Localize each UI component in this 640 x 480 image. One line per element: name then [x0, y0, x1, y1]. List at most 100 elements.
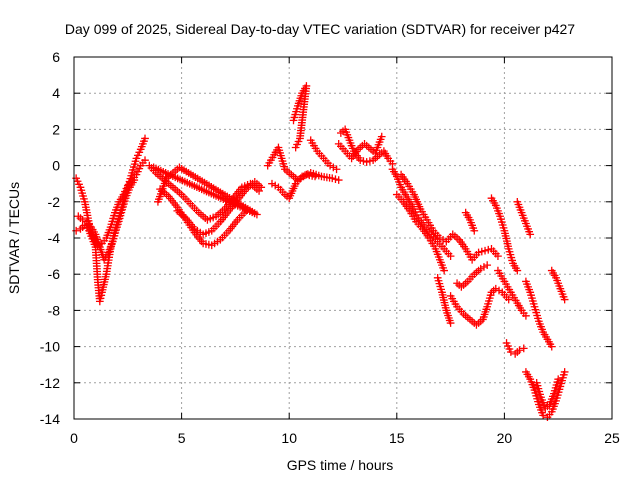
data-point — [120, 197, 129, 205]
data-point — [80, 195, 88, 203]
data-point — [109, 234, 118, 243]
data-point — [477, 247, 486, 256]
data-point — [533, 394, 541, 403]
data-point — [110, 211, 118, 220]
data-point — [114, 217, 123, 226]
data-point — [550, 386, 559, 395]
data-point — [515, 346, 524, 355]
y-axis-label: SDTVAR / TECUs — [6, 182, 22, 294]
data-point — [486, 291, 495, 300]
series-arc-l — [334, 132, 386, 163]
data-point — [532, 308, 541, 317]
series-arc-q — [433, 273, 455, 327]
data-point — [532, 391, 541, 400]
series-arc-u — [494, 266, 530, 320]
series-arc-h — [263, 143, 319, 184]
data-point — [141, 134, 149, 143]
data-points — [72, 82, 569, 422]
data-point — [73, 177, 82, 186]
data-point — [433, 273, 442, 282]
chart-title: Day 099 of 2025, Sidereal Day-to-day VTE… — [65, 21, 575, 37]
data-point — [553, 391, 562, 399]
data-point — [130, 176, 139, 184]
data-point — [554, 388, 563, 397]
data-point — [203, 216, 212, 224]
data-point — [78, 216, 87, 224]
data-point — [528, 294, 536, 302]
data-point — [534, 314, 542, 323]
x-tick-label: 15 — [389, 430, 405, 446]
data-point — [116, 211, 125, 220]
y-tick-label: -10 — [40, 339, 60, 355]
data-point — [554, 375, 563, 384]
data-point — [126, 174, 135, 183]
data-point — [290, 113, 299, 122]
data-point — [78, 189, 87, 197]
data-point — [115, 214, 124, 223]
data-point — [505, 247, 514, 256]
axis-ticks: 0 5 10 15 20 25 -14 -12 -10 -8 -6 -4 -2 0 2 4 6 — [40, 49, 620, 446]
data-point — [359, 157, 368, 165]
data-point — [127, 171, 136, 180]
data-point — [130, 160, 139, 169]
data-point — [481, 246, 489, 255]
data-point — [555, 385, 564, 394]
data-point — [293, 140, 301, 149]
series-arc-r — [453, 261, 492, 291]
data-point — [112, 226, 121, 234]
data-point — [356, 156, 365, 165]
data-point — [485, 294, 494, 302]
data-point — [110, 231, 119, 240]
data-point — [556, 382, 565, 391]
data-point — [474, 248, 483, 257]
grid — [74, 57, 612, 419]
data-point — [294, 137, 303, 146]
data-point — [377, 132, 386, 141]
data-point — [532, 378, 541, 387]
data-point — [113, 223, 121, 231]
data-point — [95, 297, 104, 306]
data-point — [77, 186, 86, 195]
data-point — [76, 183, 85, 192]
data-point — [535, 387, 544, 396]
series-arc-i — [289, 82, 311, 152]
data-point — [502, 339, 511, 347]
x-tick-label: 5 — [178, 430, 186, 446]
data-point — [205, 228, 213, 236]
data-point — [470, 226, 479, 235]
data-point — [120, 200, 128, 208]
data-point — [557, 379, 566, 388]
series-arc-z — [532, 375, 563, 412]
data-point — [133, 167, 142, 176]
data-point — [209, 213, 218, 222]
data-point — [485, 297, 493, 305]
y-tick-label: -14 — [40, 411, 60, 427]
data-point — [332, 165, 341, 174]
series-arc-o — [397, 170, 502, 264]
x-tick-label: 20 — [497, 430, 513, 446]
data-point — [331, 175, 340, 184]
data-point — [498, 221, 507, 229]
data-point — [504, 295, 513, 304]
data-point — [97, 291, 106, 300]
data-point — [292, 107, 300, 116]
data-point — [506, 250, 515, 259]
data-point — [128, 168, 136, 177]
series-arc-aa — [547, 266, 569, 304]
data-point — [118, 205, 127, 214]
data-point — [96, 294, 105, 303]
data-point — [446, 252, 455, 260]
data-point — [328, 174, 337, 183]
series-arc-v — [502, 339, 528, 358]
data-point — [522, 311, 530, 320]
x-tick-label: 10 — [281, 430, 297, 446]
data-point — [75, 180, 83, 189]
data-point — [149, 163, 158, 172]
data-point — [547, 342, 556, 351]
data-point — [106, 223, 115, 231]
data-point — [504, 342, 512, 350]
data-point — [131, 157, 140, 166]
data-point — [496, 212, 504, 221]
data-point — [539, 411, 547, 420]
